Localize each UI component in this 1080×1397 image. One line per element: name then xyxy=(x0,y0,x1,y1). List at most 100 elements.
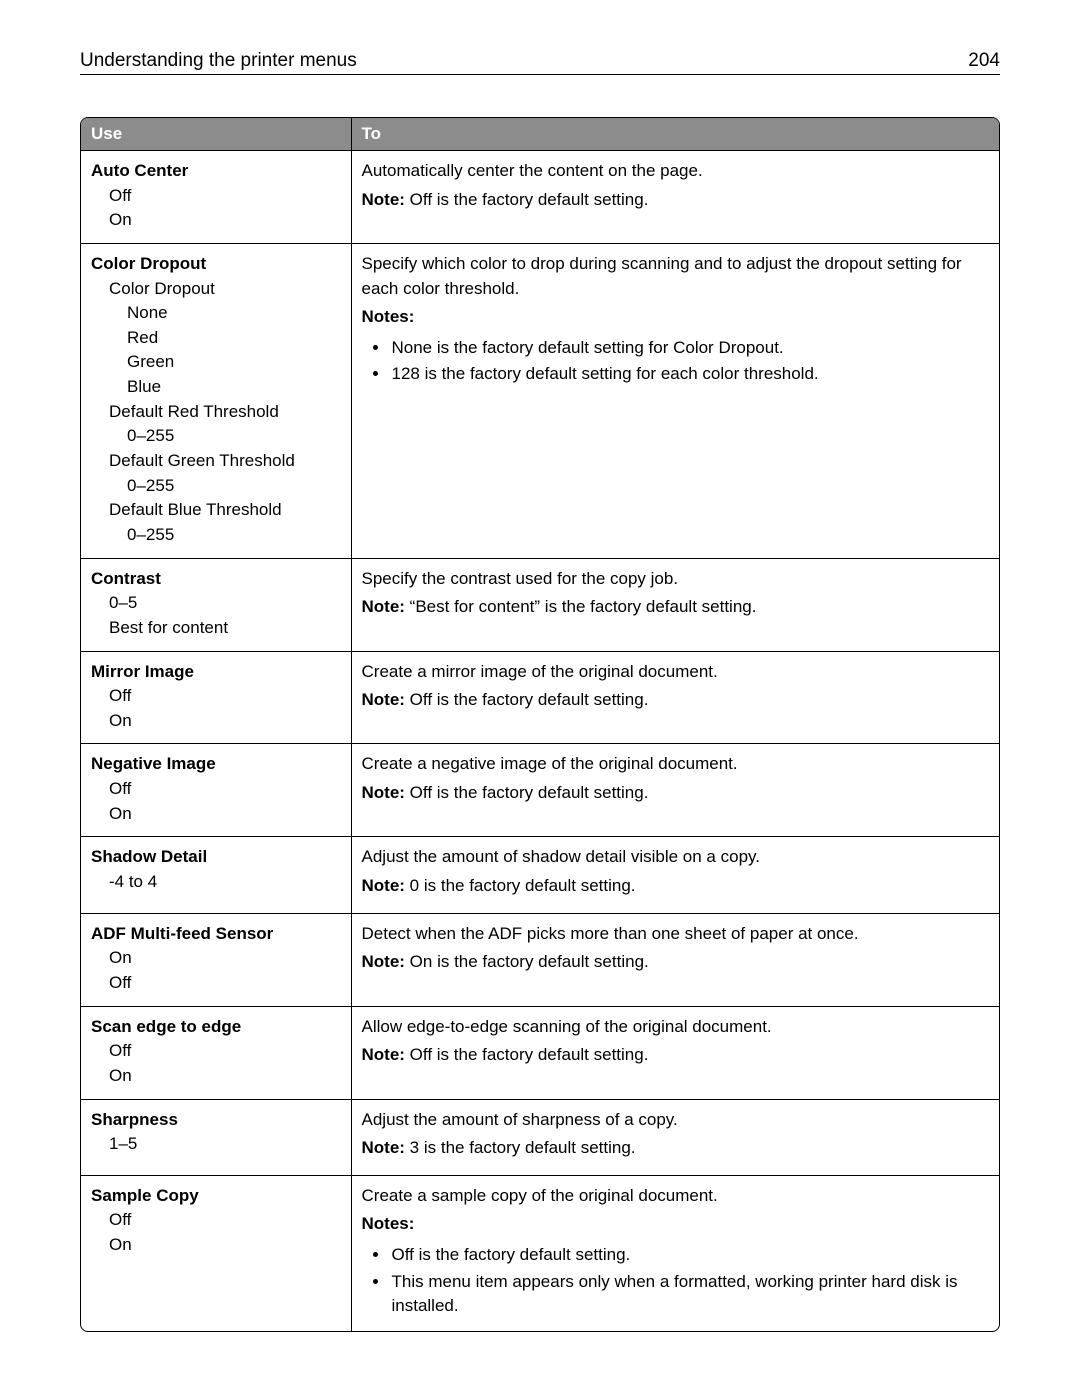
note-label: Note: xyxy=(362,1045,405,1064)
option: Default Red Threshold xyxy=(91,400,341,425)
table-row: Scan edge to edge Off On Allow edge-to-e… xyxy=(81,1006,999,1099)
to-cell: Allow edge-to-edge scanning of the origi… xyxy=(351,1006,999,1099)
note: Note: 3 is the factory default setting. xyxy=(362,1136,990,1161)
note-label: Note: xyxy=(362,876,405,895)
setting-title: ADF Multi-feed Sensor xyxy=(91,924,273,943)
note-label: Note: xyxy=(362,783,405,802)
table-row: Sharpness 1–5 Adjust the amount of sharp… xyxy=(81,1099,999,1175)
use-cell: Mirror Image Off On xyxy=(81,651,351,744)
use-cell: Negative Image Off On xyxy=(81,744,351,837)
option: Off xyxy=(91,1039,341,1064)
table-row: ADF Multi-feed Sensor On Off Detect when… xyxy=(81,913,999,1006)
notes-label: Notes: xyxy=(362,1214,415,1233)
note: Note: On is the factory default setting. xyxy=(362,950,990,975)
note-text: Off is the factory default setting. xyxy=(405,190,648,209)
option: On xyxy=(91,946,341,971)
setting-title: Sample Copy xyxy=(91,1186,199,1205)
note-label: Note: xyxy=(362,190,405,209)
note-text: 3 is the factory default setting. xyxy=(405,1138,636,1157)
option: Off xyxy=(91,184,341,209)
note: Note: “Best for content” is the factory … xyxy=(362,595,990,620)
note-text: 0 is the factory default setting. xyxy=(405,876,636,895)
desc: Specify which color to drop during scann… xyxy=(362,252,990,301)
desc: Create a mirror image of the original do… xyxy=(362,660,990,685)
table-row: Negative Image Off On Create a negative … xyxy=(81,744,999,837)
option: Best for content xyxy=(91,616,341,641)
col-use: Use xyxy=(81,118,351,151)
use-cell: Scan edge to edge Off On xyxy=(81,1006,351,1099)
to-cell: Adjust the amount of shadow detail visib… xyxy=(351,837,999,913)
notes-list: Off is the factory default setting. This… xyxy=(362,1243,990,1319)
notes-list: None is the factory default setting for … xyxy=(362,336,990,387)
note-text: Off is the factory default setting. xyxy=(405,690,648,709)
option: -4 to 4 xyxy=(91,870,341,895)
use-cell: Sample Copy Off On xyxy=(81,1175,351,1331)
col-to: To xyxy=(351,118,999,151)
to-cell: Specify the contrast used for the copy j… xyxy=(351,558,999,651)
note-label: Note: xyxy=(362,952,405,971)
table-row: Sample Copy Off On Create a sample copy … xyxy=(81,1175,999,1331)
list-item: 128 is the factory default setting for e… xyxy=(390,362,990,387)
setting-title: Auto Center xyxy=(91,161,188,180)
option: 0–5 xyxy=(91,591,341,616)
note: Note: Off is the factory default setting… xyxy=(362,688,990,713)
option: Off xyxy=(91,971,341,996)
table-row: Shadow Detail -4 to 4 Adjust the amount … xyxy=(81,837,999,913)
note-text: Off is the factory default setting. xyxy=(405,783,648,802)
option: Off xyxy=(91,1208,341,1233)
use-cell: Sharpness 1–5 xyxy=(81,1099,351,1175)
option: None xyxy=(91,301,341,326)
table-row: Auto Center Off On Automatically center … xyxy=(81,151,999,244)
option: Green xyxy=(91,350,341,375)
to-cell: Create a mirror image of the original do… xyxy=(351,651,999,744)
to-cell: Create a negative image of the original … xyxy=(351,744,999,837)
note: Note: 0 is the factory default setting. xyxy=(362,874,990,899)
setting-title: Color Dropout xyxy=(91,254,206,273)
option: 0–255 xyxy=(91,424,341,449)
setting-title: Sharpness xyxy=(91,1110,178,1129)
to-cell: Detect when the ADF picks more than one … xyxy=(351,913,999,1006)
table-header-row: Use To xyxy=(81,118,999,151)
desc: Automatically center the content on the … xyxy=(362,159,990,184)
setting-title: Scan edge to edge xyxy=(91,1017,241,1036)
desc: Allow edge-to-edge scanning of the origi… xyxy=(362,1015,990,1040)
to-cell: Automatically center the content on the … xyxy=(351,151,999,244)
notes-label: Notes: xyxy=(362,307,415,326)
option: On xyxy=(91,1233,341,1258)
menu-table-wrap: Use To Auto Center Off On Automatically … xyxy=(80,117,1000,1332)
to-cell: Adjust the amount of sharpness of a copy… xyxy=(351,1099,999,1175)
option: Blue xyxy=(91,375,341,400)
menu-table: Use To Auto Center Off On Automatically … xyxy=(81,118,999,1331)
table-row: Mirror Image Off On Create a mirror imag… xyxy=(81,651,999,744)
page-number: 204 xyxy=(968,50,1000,72)
option: On xyxy=(91,709,341,734)
desc: Create a sample copy of the original doc… xyxy=(362,1184,990,1209)
option: 0–255 xyxy=(91,474,341,499)
page: Understanding the printer menus 204 Use … xyxy=(0,0,1080,1397)
option: On xyxy=(91,802,341,827)
list-item: None is the factory default setting for … xyxy=(390,336,990,361)
to-cell: Specify which color to drop during scann… xyxy=(351,243,999,558)
note-label: Note: xyxy=(362,690,405,709)
note-label: Note: xyxy=(362,1138,405,1157)
note-text: “Best for content” is the factory defaul… xyxy=(405,597,757,616)
desc: Create a negative image of the original … xyxy=(362,752,990,777)
option: Color Dropout xyxy=(91,277,341,302)
note: Note: Off is the factory default setting… xyxy=(362,188,990,213)
note: Note: Off is the factory default setting… xyxy=(362,781,990,806)
option: Default Blue Threshold xyxy=(91,498,341,523)
desc: Adjust the amount of shadow detail visib… xyxy=(362,845,990,870)
use-cell: ADF Multi-feed Sensor On Off xyxy=(81,913,351,1006)
option: Off xyxy=(91,777,341,802)
option: On xyxy=(91,1064,341,1089)
use-cell: Color Dropout Color Dropout None Red Gre… xyxy=(81,243,351,558)
table-row: Contrast 0–5 Best for content Specify th… xyxy=(81,558,999,651)
desc: Adjust the amount of sharpness of a copy… xyxy=(362,1108,990,1133)
to-cell: Create a sample copy of the original doc… xyxy=(351,1175,999,1331)
list-item: This menu item appears only when a forma… xyxy=(390,1270,990,1319)
desc: Detect when the ADF picks more than one … xyxy=(362,922,990,947)
note: Note: Off is the factory default setting… xyxy=(362,1043,990,1068)
note-label: Note: xyxy=(362,597,405,616)
note-text: Off is the factory default setting. xyxy=(405,1045,648,1064)
note-text: On is the factory default setting. xyxy=(405,952,649,971)
